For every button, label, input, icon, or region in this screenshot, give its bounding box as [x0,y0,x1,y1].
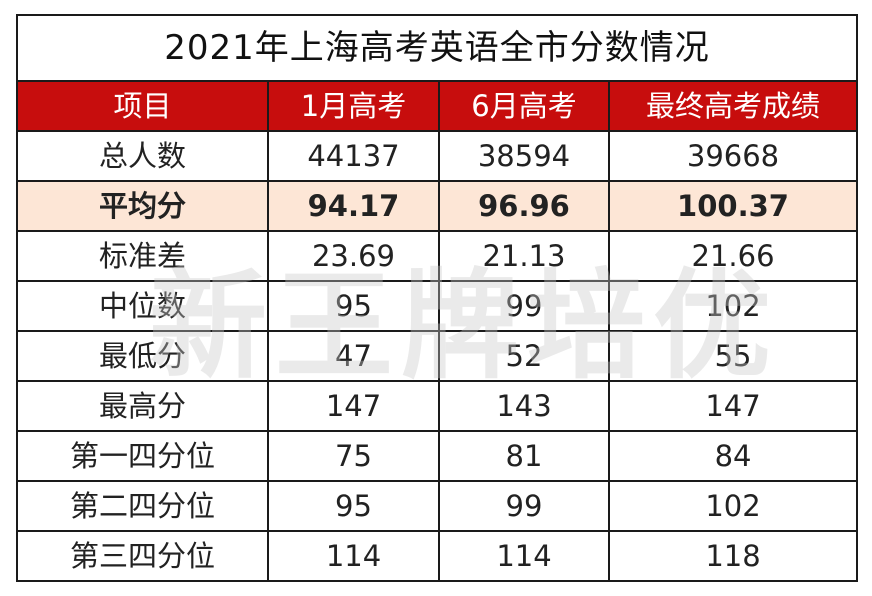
cell-final-score: 21.66 [607,230,859,282]
cell-jan-exam: 75 [267,430,440,482]
row-label: 第二四分位 [16,480,269,532]
cell-jan-exam: 147 [267,380,440,432]
table-row: 总人数 44137 38594 39668 [16,130,859,182]
row-label: 第三四分位 [16,530,269,582]
cell-final-score: 147 [607,380,859,432]
cell-final-score: 118 [607,530,859,582]
title-row: 2021年上海高考英语全市分数情况 [15,14,859,82]
cell-jun-exam: 143 [438,380,610,432]
cell-final-score: 84 [607,430,859,482]
row-label: 标准差 [16,230,269,282]
row-label: 最高分 [16,380,269,432]
score-table-container: 2021年上海高考英语全市分数情况 项目 1月高考 6月高考 最终高考成绩 总人… [15,14,859,582]
row-label: 最低分 [16,330,269,382]
cell-jun-exam: 99 [438,480,610,532]
header-final-score: 最终高考成绩 [607,80,859,132]
cell-jun-exam: 21.13 [438,230,610,282]
cell-jan-exam: 47 [267,330,440,382]
cell-jan-exam: 94.17 [267,180,440,232]
cell-final-score: 55 [607,330,859,382]
row-label: 中位数 [16,280,269,332]
cell-final-score: 102 [607,280,859,332]
table-row: 最低分 47 52 55 [16,330,859,382]
cell-jun-exam: 96.96 [438,180,610,232]
score-table: 2021年上海高考英语全市分数情况 项目 1月高考 6月高考 最终高考成绩 总人… [15,14,859,582]
table-title: 2021年上海高考英语全市分数情况 [15,14,859,82]
header-item: 项目 [16,80,269,132]
cell-jun-exam: 81 [438,430,610,482]
cell-jun-exam: 114 [438,530,610,582]
header-row: 项目 1月高考 6月高考 最终高考成绩 [16,80,859,132]
header-jun-exam: 6月高考 [438,80,610,132]
cell-jan-exam: 95 [267,480,440,532]
row-label: 第一四分位 [16,430,269,482]
cell-jun-exam: 38594 [438,130,610,182]
cell-final-score: 102 [607,480,859,532]
table-row: 第二四分位 95 99 102 [16,480,859,532]
cell-jan-exam: 114 [267,530,440,582]
cell-jan-exam: 44137 [267,130,440,182]
cell-jan-exam: 95 [267,280,440,332]
table-row: 第三四分位 114 114 118 [16,530,859,582]
cell-final-score: 100.37 [607,180,859,232]
cell-final-score: 39668 [607,130,859,182]
table-row: 最高分 147 143 147 [16,380,859,432]
table-row: 标准差 23.69 21.13 21.66 [16,230,859,282]
row-label: 平均分 [16,180,269,232]
header-jan-exam: 1月高考 [267,80,440,132]
table-row: 平均分 94.17 96.96 100.37 [16,180,859,232]
cell-jun-exam: 52 [438,330,610,382]
table-row: 中位数 95 99 102 [16,280,859,332]
table-row: 第一四分位 75 81 84 [16,430,859,482]
cell-jan-exam: 23.69 [267,230,440,282]
cell-jun-exam: 99 [438,280,610,332]
row-label: 总人数 [16,130,269,182]
